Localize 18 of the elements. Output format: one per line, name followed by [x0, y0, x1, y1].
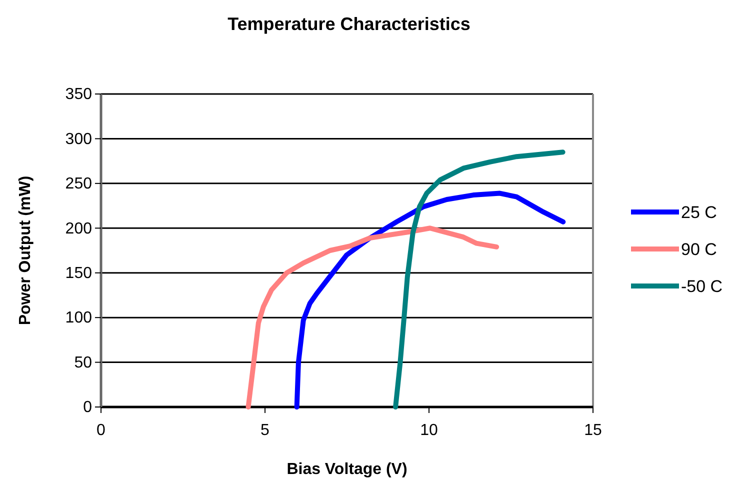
legend-label: -50 C: [681, 277, 723, 296]
y-tick-label: 100: [65, 310, 92, 327]
x-tick-label: 15: [584, 422, 602, 440]
y-tick-label: 350: [65, 86, 92, 104]
legend-label: 25 C: [681, 203, 717, 222]
y-tick-label: 250: [65, 176, 92, 193]
x-tick-label: 5: [260, 422, 270, 440]
y-tick-label: 200: [65, 220, 92, 238]
x-axis-title: Bias Voltage (V): [286, 461, 408, 478]
y-tick-label: 150: [65, 264, 92, 282]
x-tick-label: 10: [420, 422, 438, 440]
legend-label: 90 C: [681, 240, 717, 259]
y-tick-label: 0: [83, 399, 92, 416]
y-axis-title: Power Output (mW): [17, 176, 34, 326]
y-tick-label: 300: [65, 130, 92, 148]
x-tick-label: 0: [96, 422, 106, 440]
chart-title: Temperature Characteristics: [228, 14, 470, 34]
y-tick-label: 50: [74, 354, 92, 372]
